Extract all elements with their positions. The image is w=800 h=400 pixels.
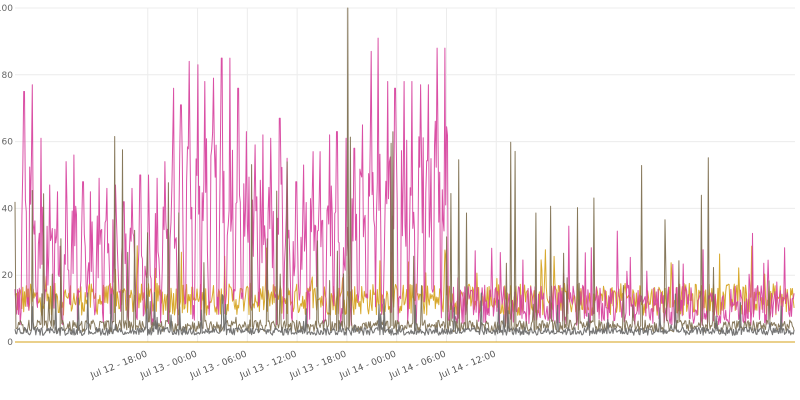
y-tick-label: 20	[2, 271, 14, 281]
series-line-3	[14, 292, 795, 336]
x-tick-label: Jul 13 - 18:00	[288, 349, 349, 381]
x-tick-label: Jul 13 - 12:00	[238, 349, 299, 381]
x-tick-label: Jul 14 - 12:00	[437, 349, 498, 381]
y-tick-label: 0	[7, 338, 13, 348]
x-tick-label: Jul 13 - 00:00	[138, 349, 199, 381]
y-tick-label: 60	[2, 138, 14, 148]
x-tick-label: Jul 12 - 18:00	[89, 349, 150, 381]
series-layer	[14, 7, 795, 343]
y-axis: 0 20 40 60 80 100	[0, 4, 13, 348]
x-tick-label: Jul 13 - 06:00	[188, 349, 249, 381]
x-tick-label: Jul 14 - 00:00	[337, 349, 398, 381]
y-tick-label: 80	[2, 71, 14, 81]
x-tick-label: Jul 14 - 06:00	[387, 349, 448, 381]
y-tick-label: 100	[0, 4, 13, 14]
y-tick-label: 40	[2, 204, 14, 214]
series-line-0	[14, 37, 795, 326]
